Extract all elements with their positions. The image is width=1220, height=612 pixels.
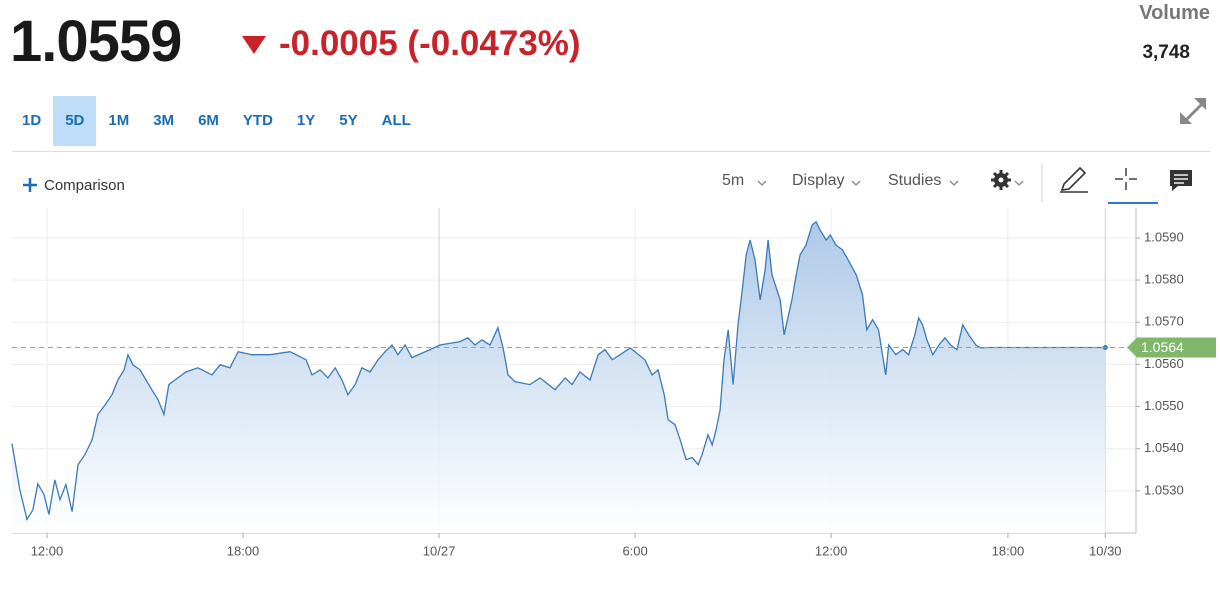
last-price-tag [1127, 337, 1216, 358]
range-button[interactable]: 1D [22, 112, 42, 129]
crosshair-icon[interactable] [1115, 168, 1137, 190]
area [12, 221, 1106, 533]
plus-icon[interactable] [22, 177, 38, 193]
price-change: -0.0005 (-0.0473%) [279, 24, 581, 63]
expand-icon[interactable] [1178, 96, 1212, 128]
volume-label: Volume [1139, 2, 1210, 24]
range-buttons: 1D 5D 1M 3M 6M YTD 1Y 5Y ALL [10, 96, 423, 146]
range-button[interactable]: 1Y [296, 112, 316, 129]
range-button[interactable]: ALL [381, 112, 411, 129]
y-tick-label: 1.0590 [1144, 229, 1184, 244]
divider [12, 151, 1210, 152]
toolbar-icons [757, 164, 1192, 204]
volume-value: 3,748 [1142, 42, 1190, 63]
range-button[interactable]: 1M [108, 112, 130, 129]
studies-button[interactable]: Studies [888, 172, 942, 189]
x-tick-label: 18:00 [227, 543, 260, 558]
y-tick-label: 1.0580 [1144, 272, 1184, 287]
y-tick-label: 1.0570 [1144, 314, 1184, 329]
y-tick-label: 1.0540 [1144, 440, 1184, 455]
price-line [11, 220, 1106, 522]
pencil-icon[interactable] [1060, 166, 1088, 193]
comment-icon[interactable] [1170, 170, 1192, 191]
range-button[interactable]: 5Y [339, 112, 358, 129]
range-button[interactable]: 3M [153, 112, 175, 129]
y-tick-label: 1.0530 [1144, 482, 1184, 497]
down-arrow [242, 36, 266, 54]
last-price-label: 1.0564 [1141, 339, 1184, 355]
price: 1.0559 [10, 9, 182, 74]
x-tick-label: 6:00 [622, 543, 647, 558]
display-button[interactable]: Display [792, 172, 845, 189]
range-button[interactable]: 6M [198, 112, 219, 129]
comparison-button[interactable]: Comparison [44, 177, 125, 194]
y-tick-label: 1.0550 [1144, 398, 1184, 413]
x-tick-label: 10/30 [1089, 543, 1122, 558]
range-button[interactable]: 5D [53, 96, 97, 146]
x-tick-label: 12:00 [815, 543, 848, 558]
x-tick-label: 10/27 [423, 543, 456, 558]
x-tick-label: 12:00 [31, 543, 64, 558]
interval-button[interactable]: 5m [722, 172, 745, 189]
range-button[interactable]: YTD [242, 112, 273, 129]
y-tick-label: 1.0560 [1144, 356, 1184, 371]
x-tick-label: 18:00 [992, 543, 1025, 558]
gear-icon[interactable] [991, 170, 1011, 190]
